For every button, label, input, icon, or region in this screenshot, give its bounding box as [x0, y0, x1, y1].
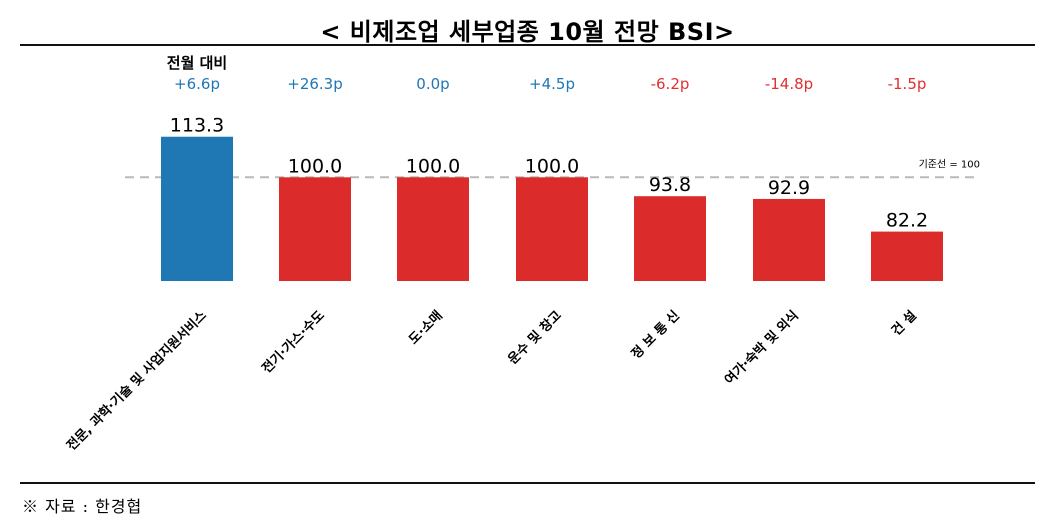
bar-3: [397, 177, 469, 281]
baseline-label: 기준선 = 100: [919, 158, 980, 170]
bar-4: [516, 177, 588, 281]
bars-layer: 113.3 +6.6p 전문, 과학·기술 및 사업지원서비스 100.0 +26.3p…: [64, 75, 943, 454]
category-label-2: 전기·가스·수도: [259, 307, 328, 376]
change-label-2: +26.3p: [287, 75, 343, 93]
chart-title: < 비제조업 세부업종 10월 전망 BSI>: [320, 18, 735, 46]
change-label-6: -14.8p: [765, 75, 813, 93]
category-label-4: 운수 및 창고: [505, 307, 565, 367]
change-label-1: +6.6p: [174, 75, 220, 93]
category-label-1: 전문, 과학·기술 및 사업지원서비스: [64, 307, 210, 453]
category-label-7: 건 설: [888, 307, 919, 338]
title-divider: [20, 44, 1035, 46]
category-label-6: 여가·숙박 및 외식: [721, 308, 801, 388]
footer-divider: [20, 482, 1035, 484]
value-label-1: 113.3: [170, 115, 224, 137]
change-label-7: -1.5p: [888, 75, 927, 93]
value-label-6: 92.9: [768, 177, 810, 199]
category-label-5: 정 보 통 신: [628, 308, 683, 363]
value-label-2: 100.0: [288, 155, 342, 177]
change-label-4: +4.5p: [529, 75, 575, 93]
category-label-3: 도·소매: [406, 308, 445, 347]
bar-7: [871, 231, 943, 281]
bar-6: [753, 198, 825, 281]
change-header: 전월 대비: [167, 54, 227, 72]
value-label-7: 82.2: [886, 210, 928, 232]
change-label-5: -6.2p: [651, 75, 690, 93]
source-note: ※ 자료 : 한경협: [22, 497, 143, 516]
value-label-5: 93.8: [649, 174, 691, 196]
value-label-3: 100.0: [406, 155, 460, 177]
bar-5: [634, 196, 706, 281]
bar-2: [279, 177, 351, 281]
bar-1: [161, 136, 233, 281]
change-label-3: 0.0p: [416, 75, 449, 93]
value-label-4: 100.0: [525, 155, 579, 177]
